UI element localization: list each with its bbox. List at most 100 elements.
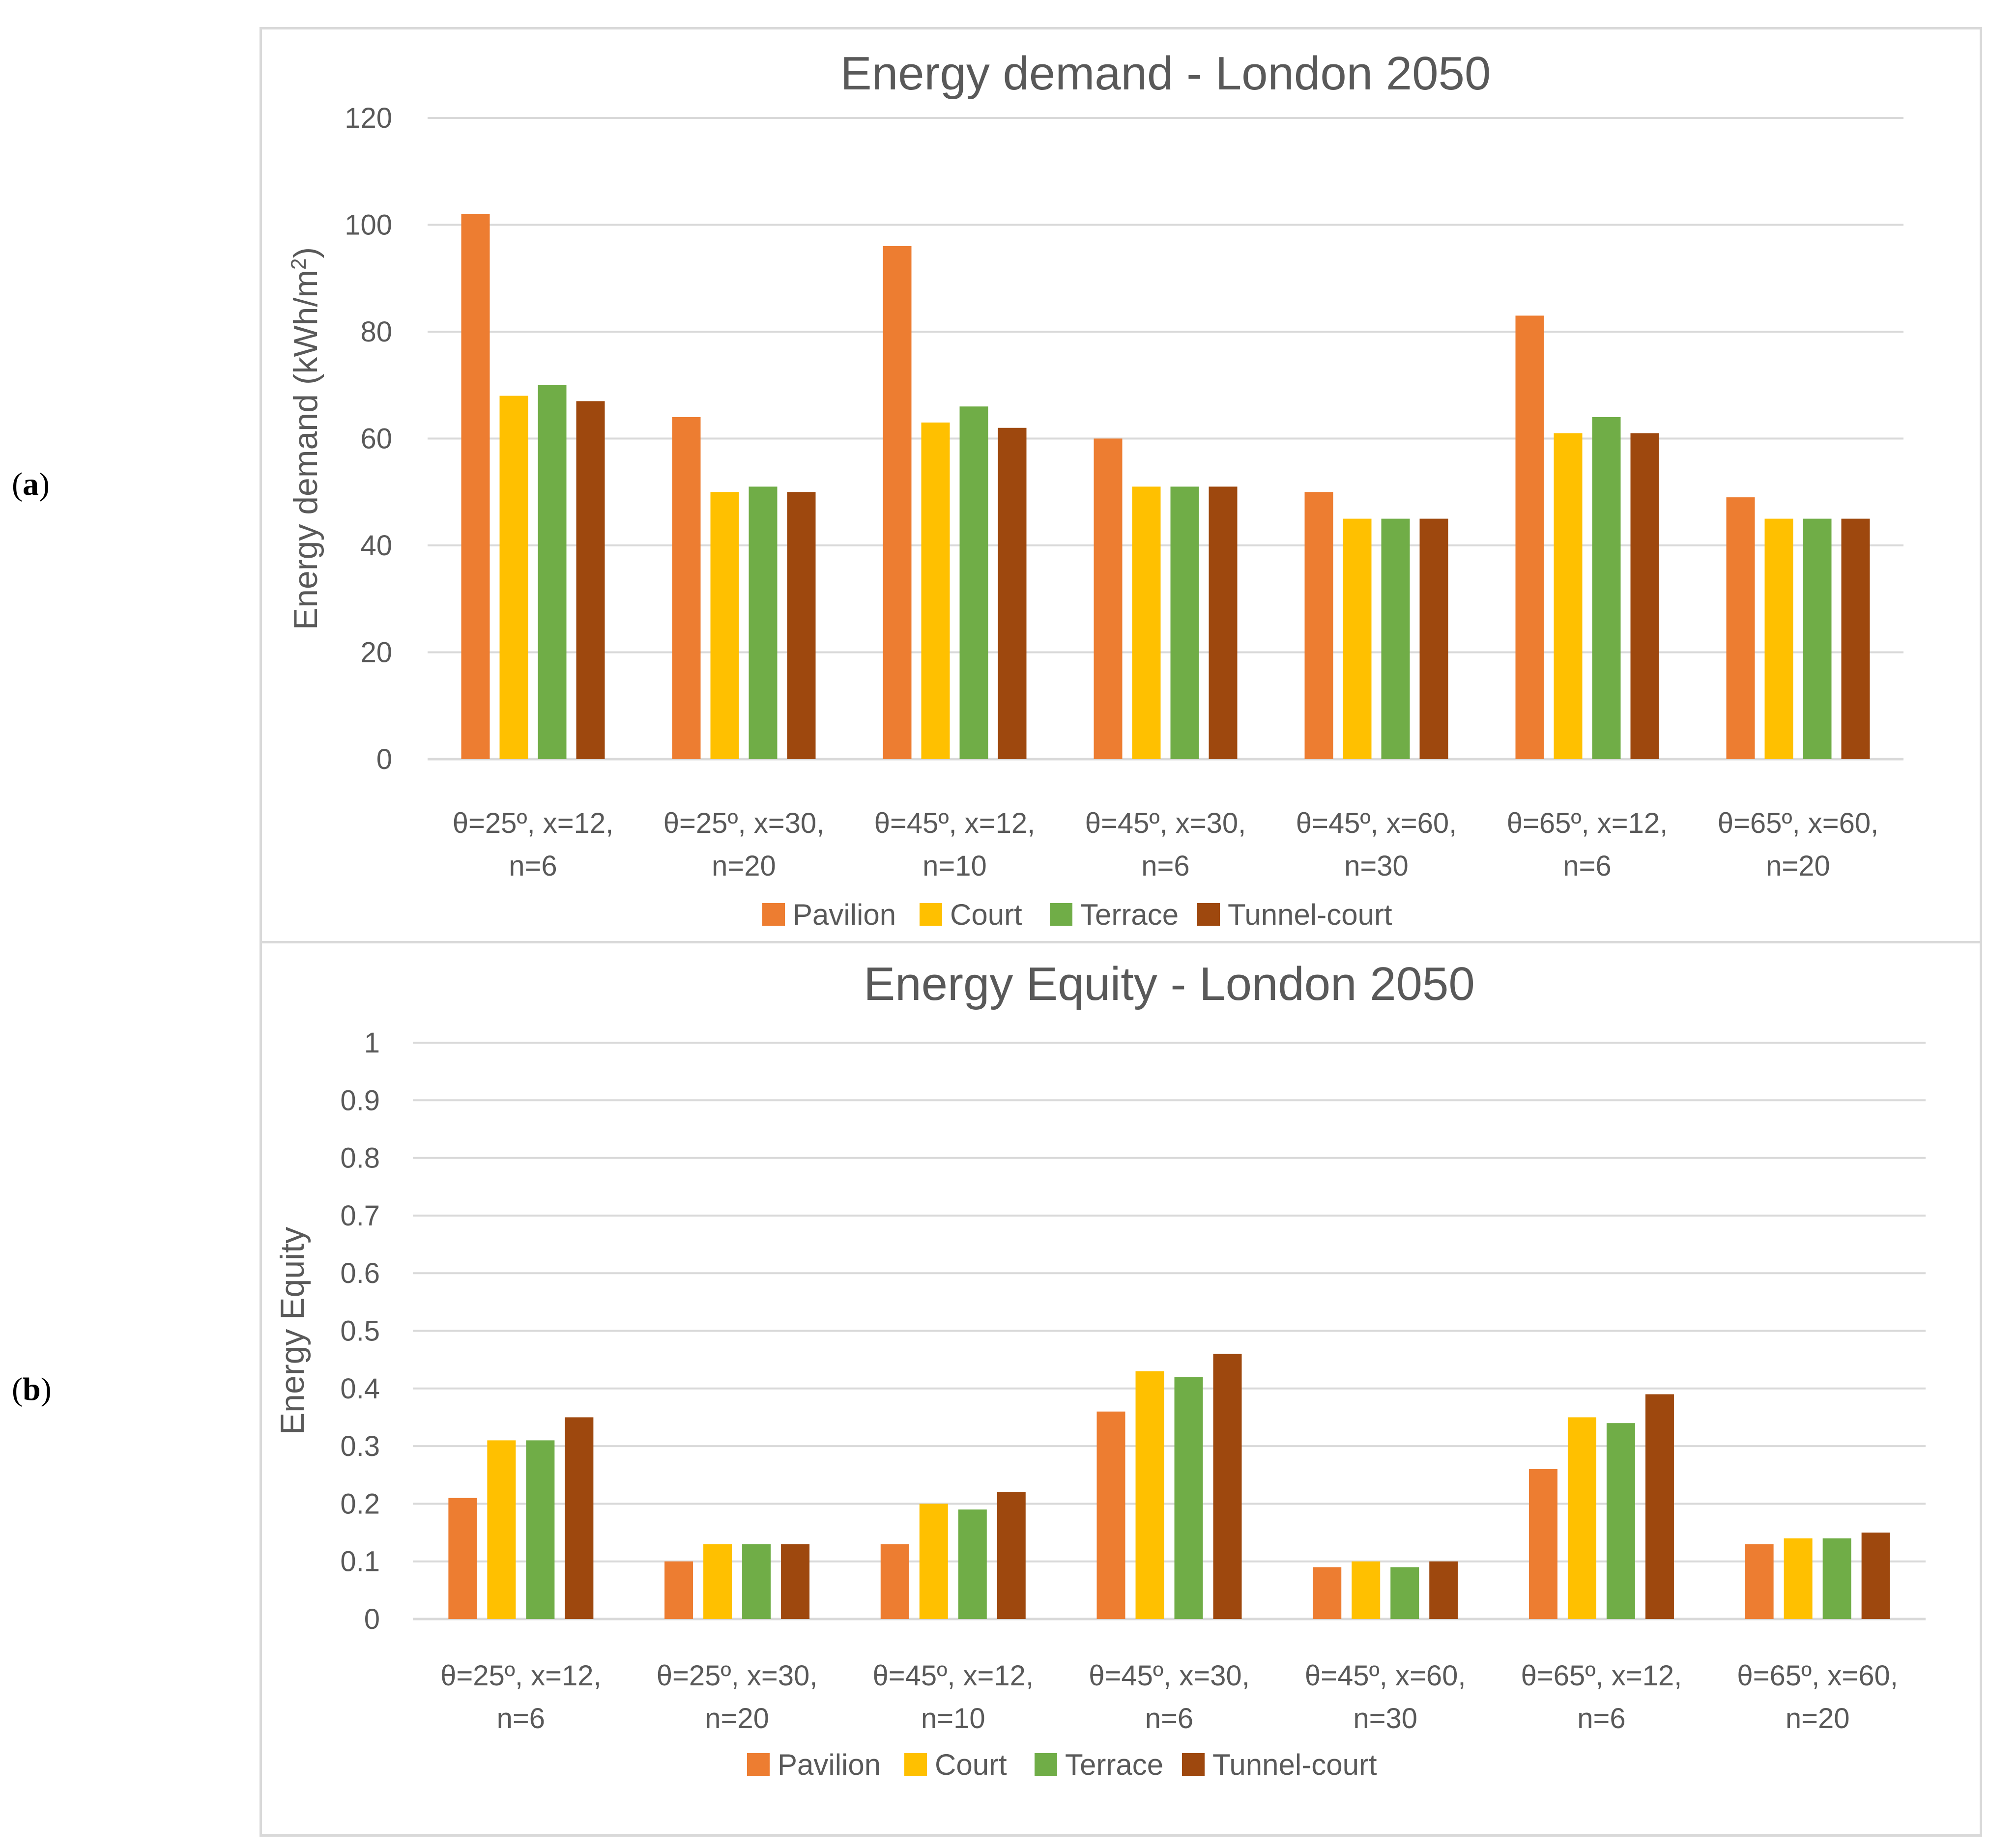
equity-bar-court	[1567, 1417, 1596, 1619]
panel-label-a: (a)	[12, 466, 50, 502]
equity-legend-swatch-pavilion	[747, 1753, 770, 1776]
demand-bar-pavilion	[1726, 497, 1755, 759]
equity-y-axis-label-text: Energy Equity	[274, 1227, 311, 1435]
equity-bar-terrace	[1174, 1377, 1203, 1619]
demand-y-axis-label-superscript: 2	[287, 258, 310, 270]
demand-bar-pavilion	[1515, 315, 1544, 759]
demand-legend-label-court: Court	[950, 898, 1022, 931]
equity-y-tick-label: 1	[364, 1027, 380, 1059]
demand-y-axis-label: Energy demand (kWh/m2)	[287, 247, 325, 630]
demand-legend-label-tunnel-court: Tunnel-court	[1228, 898, 1392, 931]
energy-demand-chart: Energy demand - London 2050 0 20 40 60 80 100 1…	[287, 47, 1903, 931]
demand-bar-terrace	[1592, 417, 1621, 759]
demand-bar-pavilion	[1304, 492, 1333, 759]
equity-y-tick-label: 0	[364, 1603, 380, 1635]
demand-legend-swatch-court	[920, 903, 942, 926]
equity-bar-tunnel-court	[1645, 1394, 1674, 1619]
demand-y-tick-label: 80	[360, 316, 392, 348]
equity-bar-pavilion	[1096, 1411, 1125, 1619]
equity-category-label-line2: n=6	[497, 1703, 545, 1734]
demand-y-axis-label-text: Energy demand (kWh/m	[287, 270, 324, 630]
equity-chart-title: Energy Equity - London 2050	[864, 958, 1475, 1010]
equity-bar-court	[487, 1440, 516, 1619]
equity-category-label-line1: θ=45º, x=30,	[1089, 1660, 1250, 1692]
demand-bar-tunnel-court	[1209, 486, 1238, 759]
panel-label-b-letter: b	[22, 1371, 41, 1407]
equity-y-axis-label: Energy Equity	[274, 1227, 311, 1435]
equity-y-tick-label: 0.1	[340, 1546, 380, 1578]
equity-legend-label-pavilion: Pavilion	[778, 1748, 881, 1781]
equity-bar-tunnel-court	[1429, 1561, 1458, 1619]
equity-bar-terrace	[958, 1509, 987, 1619]
demand-y-tick-label: 0	[376, 743, 392, 775]
demand-category-label-line2: n=6	[1563, 850, 1611, 882]
equity-category-label-line1: θ=25º, x=12,	[440, 1660, 602, 1692]
equity-legend-swatch-court	[904, 1753, 927, 1776]
equity-legend-swatch-terrace	[1035, 1753, 1057, 1776]
demand-y-axis-label-close: )	[287, 247, 324, 258]
equity-y-tick-label: 0.8	[340, 1142, 380, 1174]
demand-bar-pavilion	[1094, 438, 1123, 759]
equity-category-label-line2: n=10	[921, 1703, 985, 1734]
demand-bar-pavilion	[461, 214, 490, 759]
equity-y-tick-label: 0.2	[340, 1488, 380, 1520]
equity-legend-label-terrace: Terrace	[1065, 1748, 1163, 1781]
demand-bar-terrace	[538, 385, 567, 759]
equity-bar-pavilion	[1313, 1567, 1342, 1619]
equity-bar-terrace	[1606, 1423, 1635, 1619]
demand-bar-terrace	[1803, 518, 1832, 759]
equity-category-label-line1: θ=45º, x=60,	[1305, 1660, 1466, 1692]
energy-equity-chart-frame: Energy Equity - London 2050 0 0.1 0.2 0.3 0.4…	[259, 941, 1982, 1837]
equity-bar-tunnel-court	[1213, 1354, 1242, 1619]
equity-y-tick-label: 0.7	[340, 1200, 380, 1232]
demand-category-label-line1: θ=25º, x=12,	[453, 807, 614, 839]
demand-category-label-line2: n=20	[712, 850, 776, 882]
equity-bar-tunnel-court	[565, 1417, 594, 1619]
equity-legend-label-court: Court	[935, 1748, 1007, 1781]
energy-equity-chart: Energy Equity - London 2050 0 0.1 0.2 0.3 0.4…	[274, 958, 1926, 1781]
equity-category-label-line2: n=20	[705, 1703, 769, 1734]
equity-legend-label-tunnel-court: Tunnel-court	[1212, 1748, 1377, 1781]
equity-bar-court	[1135, 1371, 1164, 1619]
demand-bar-tunnel-court	[1630, 433, 1659, 759]
demand-category-label-line1: θ=45º, x=30,	[1085, 807, 1246, 839]
demand-bar-terrace	[1170, 486, 1199, 759]
equity-y-tick-label: 0.3	[340, 1430, 380, 1462]
demand-bar-tunnel-court	[787, 492, 816, 759]
equity-bar-tunnel-court	[781, 1544, 810, 1619]
demand-category-label-line2: n=6	[509, 850, 557, 882]
demand-legend-swatch-tunnel-court	[1197, 903, 1220, 926]
demand-bar-tunnel-court	[998, 427, 1027, 759]
equity-bar-tunnel-court	[1861, 1533, 1890, 1619]
demand-bar-court	[1132, 486, 1161, 759]
equity-bar-court	[703, 1544, 732, 1619]
equity-bar-court	[919, 1504, 948, 1619]
equity-y-tick-label: 0.4	[340, 1373, 380, 1405]
demand-category-label-line2: n=30	[1344, 850, 1409, 882]
equity-category-label-line1: θ=25º, x=30,	[657, 1660, 818, 1692]
demand-legend-swatch-pavilion	[762, 903, 785, 926]
equity-bar-pavilion	[664, 1561, 693, 1619]
equity-category-label-line2: n=20	[1786, 1703, 1850, 1734]
equity-bar-court	[1784, 1538, 1813, 1619]
demand-bar-court	[921, 422, 950, 759]
equity-bar-terrace	[1822, 1538, 1851, 1619]
demand-category-label-line1: θ=25º, x=30,	[663, 807, 825, 839]
demand-bar-pavilion	[672, 417, 701, 759]
equity-bar-pavilion	[448, 1498, 477, 1619]
panel-label-a-letter: a	[22, 466, 39, 502]
equity-legend-swatch-tunnel-court	[1182, 1753, 1205, 1776]
demand-category-label-line1: θ=45º, x=12,	[874, 807, 1036, 839]
demand-bar-pavilion	[883, 246, 912, 759]
demand-category-label-line1: θ=65º, x=60,	[1718, 807, 1879, 839]
demand-y-tick-label: 20	[360, 637, 392, 669]
demand-category-label-line2: n=20	[1766, 850, 1830, 882]
equity-y-tick-label: 0.6	[340, 1257, 380, 1289]
equity-category-label-line1: θ=65º, x=12,	[1521, 1660, 1682, 1692]
demand-bar-tunnel-court	[1841, 518, 1870, 759]
demand-bar-court	[710, 492, 739, 759]
demand-bar-terrace	[749, 486, 778, 759]
equity-bar-court	[1352, 1561, 1381, 1619]
equity-category-label-line2: n=30	[1353, 1703, 1417, 1734]
equity-category-label-line1: θ=45º, x=12,	[873, 1660, 1034, 1692]
